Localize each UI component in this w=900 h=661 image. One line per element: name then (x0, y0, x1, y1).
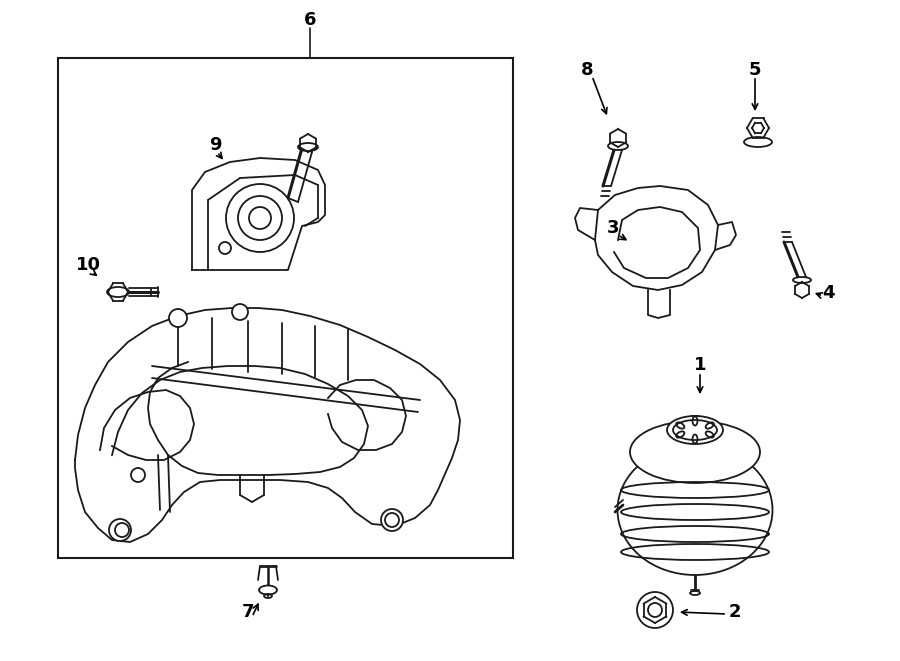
Circle shape (232, 304, 248, 320)
Ellipse shape (608, 142, 628, 150)
Ellipse shape (630, 421, 760, 483)
Ellipse shape (259, 586, 277, 594)
Ellipse shape (793, 277, 811, 283)
Bar (58, 58, 513, 558)
Ellipse shape (298, 143, 318, 151)
Circle shape (109, 519, 131, 541)
Circle shape (381, 509, 403, 531)
Ellipse shape (107, 287, 129, 297)
Text: 4: 4 (822, 284, 834, 302)
Text: 10: 10 (76, 256, 101, 274)
Circle shape (637, 592, 673, 628)
Polygon shape (715, 222, 736, 250)
Text: 6: 6 (304, 11, 316, 29)
Circle shape (226, 184, 294, 252)
Text: 8: 8 (580, 61, 593, 79)
Polygon shape (192, 158, 325, 270)
Polygon shape (75, 308, 460, 542)
Ellipse shape (744, 137, 772, 147)
Text: 7: 7 (242, 603, 254, 621)
Ellipse shape (667, 416, 723, 444)
Polygon shape (575, 208, 598, 240)
Text: 9: 9 (209, 136, 221, 154)
Polygon shape (595, 186, 718, 290)
Ellipse shape (617, 445, 772, 575)
Text: 3: 3 (607, 219, 619, 237)
Circle shape (169, 309, 187, 327)
Text: 5: 5 (749, 61, 761, 79)
Text: 1: 1 (694, 356, 706, 374)
Text: 2: 2 (729, 603, 742, 621)
